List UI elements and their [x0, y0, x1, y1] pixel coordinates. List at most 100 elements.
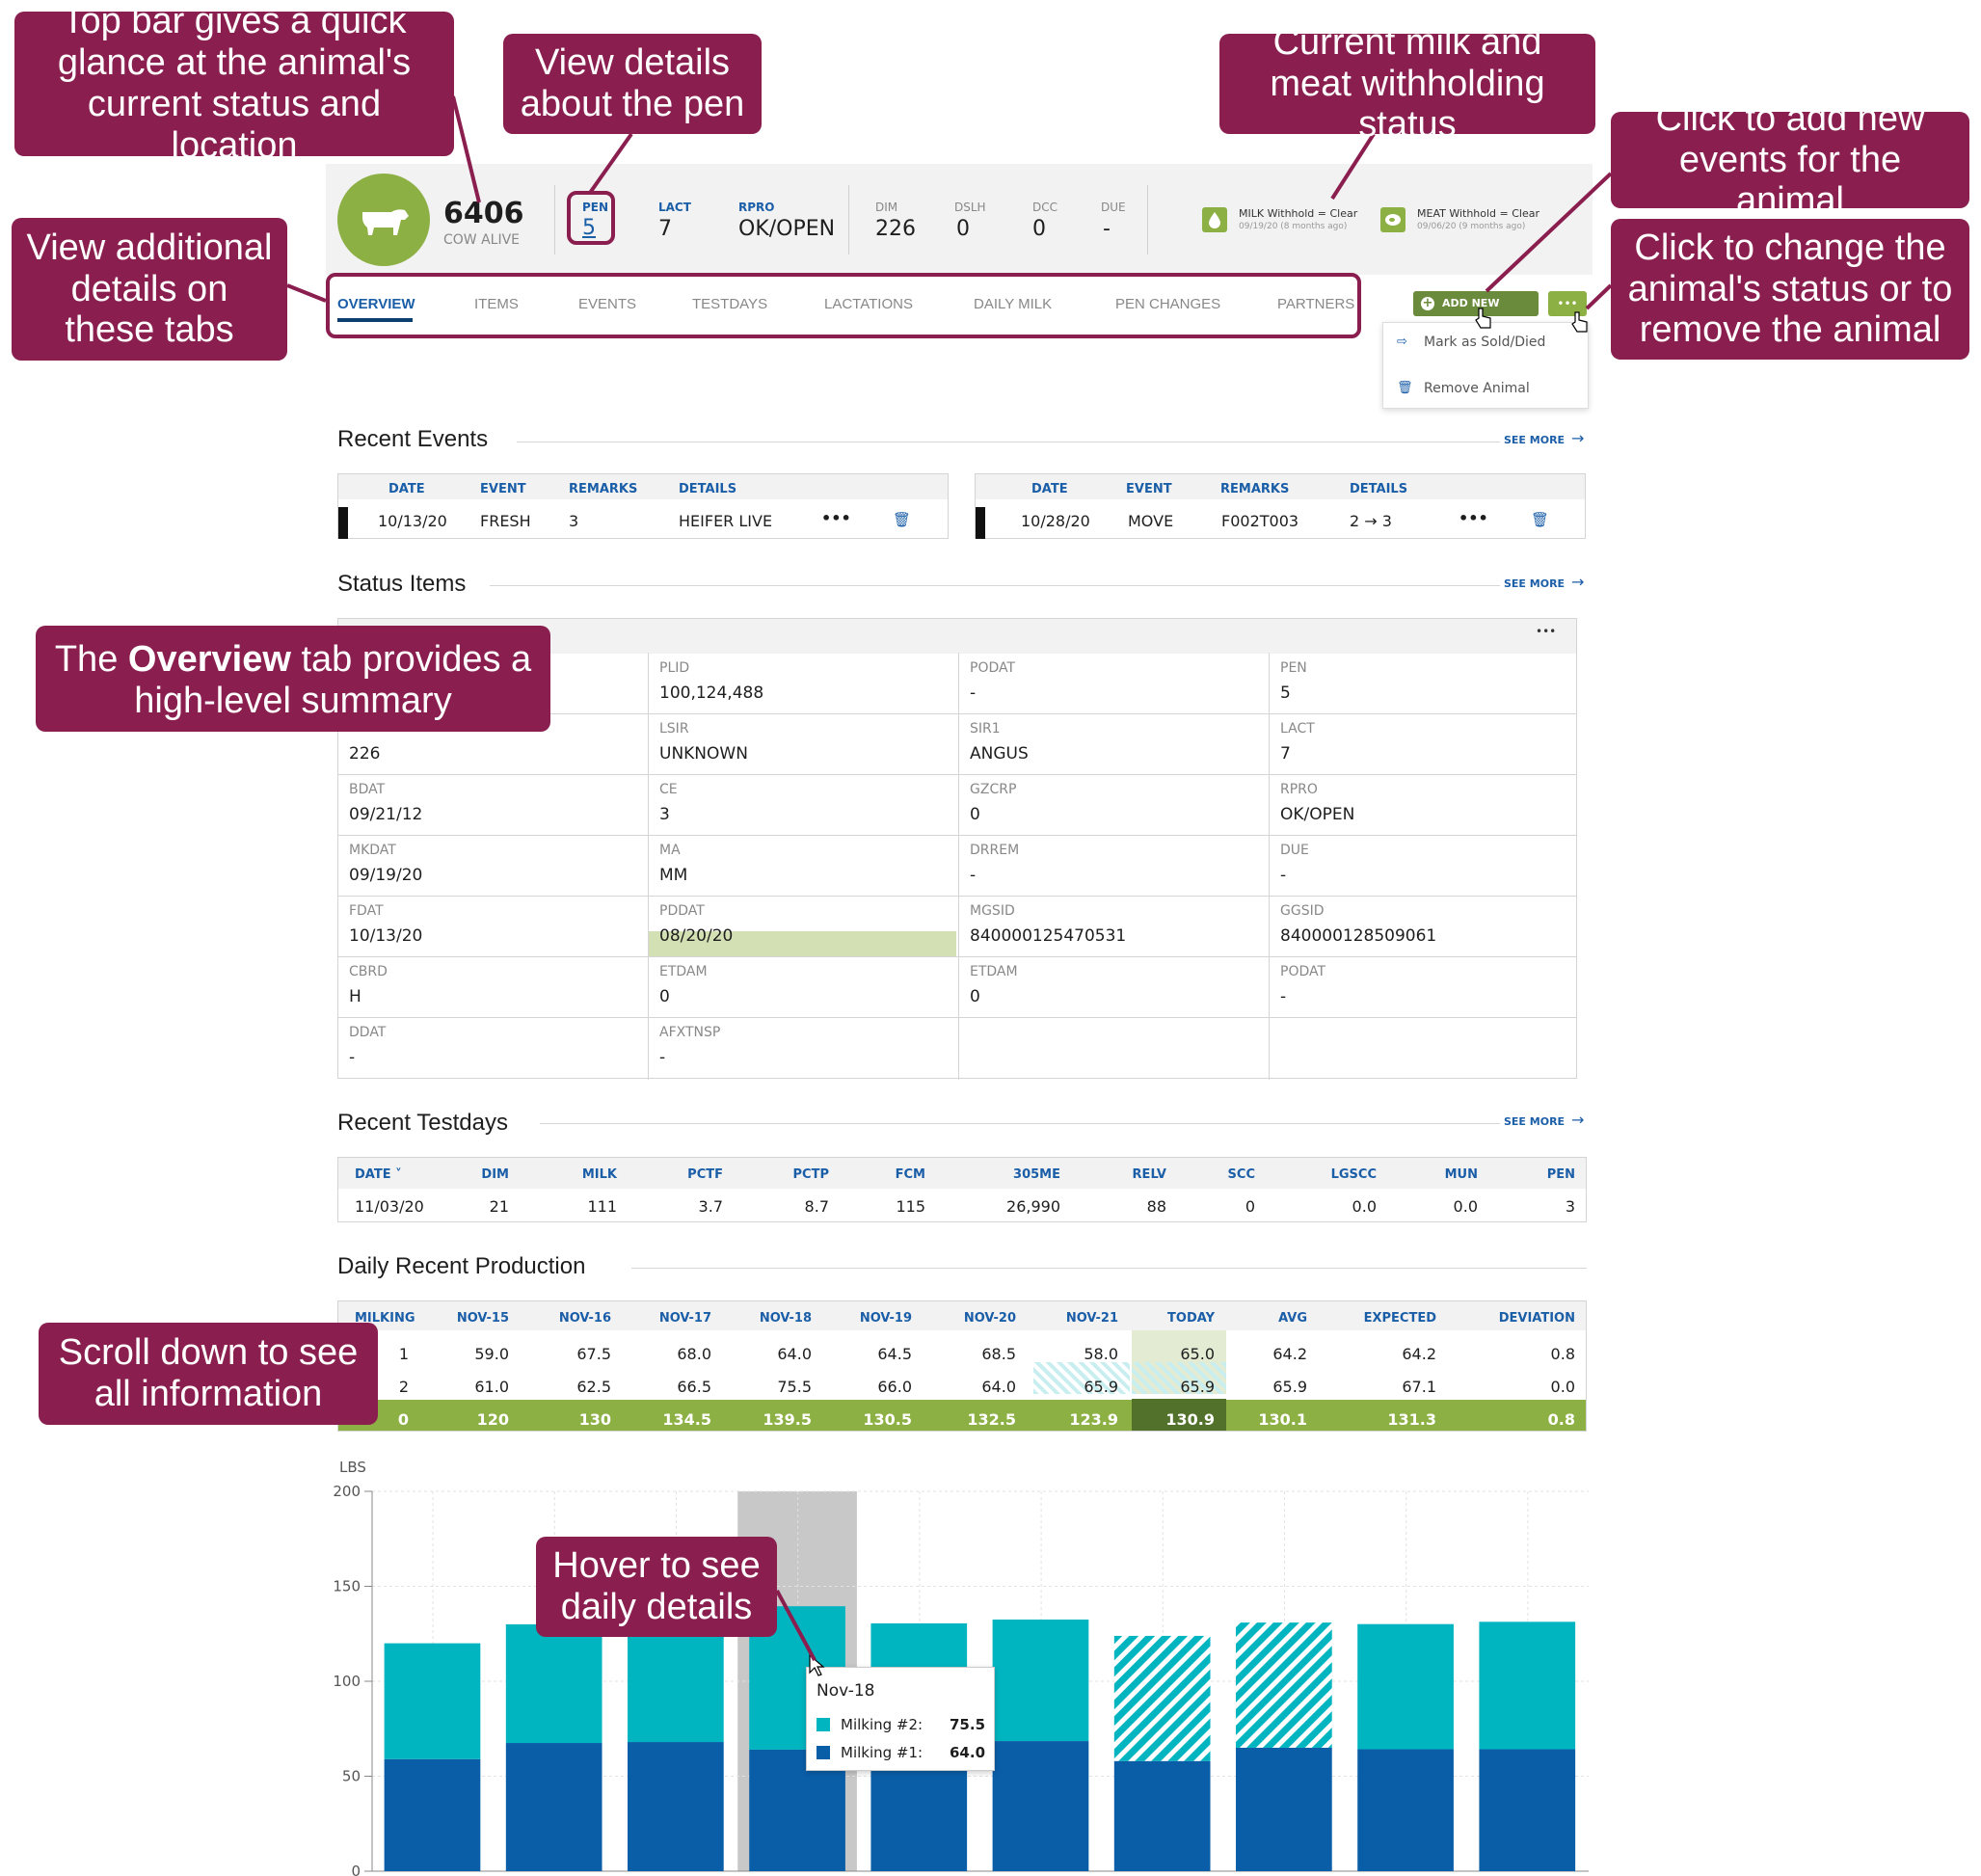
tab-partners[interactable]: PARTNERS [1277, 296, 1355, 312]
arrow-right-icon: → [1571, 429, 1585, 447]
testday-cell: 3.7 [698, 1197, 723, 1216]
status-item-label: MKDAT [349, 843, 396, 858]
meat-withhold-date: 09/06/20 (9 months ago) [1417, 222, 1526, 231]
bar-milking-1 [628, 1742, 724, 1871]
menu-item-mark-sold[interactable]: Mark as Sold/Died [1424, 335, 1546, 350]
event-date: 10/13/20 [378, 512, 447, 530]
event-details: HEIFER LIVE [679, 512, 773, 530]
milk-withhold-status: MILK Withhold = Clear [1239, 207, 1358, 220]
cow-icon [362, 209, 409, 235]
header-details: DETAILS [1350, 482, 1408, 496]
production-total-cell: 0.8 [1547, 1410, 1575, 1429]
meat-withhold-status: MEAT Withhold = Clear [1417, 207, 1540, 220]
status-item-label: DRREM [970, 843, 1020, 858]
status-item-value: - [970, 866, 977, 885]
production-header: AVG [1278, 1311, 1307, 1326]
production-cell: 65.9 [1084, 1378, 1118, 1396]
meat-icon [1380, 207, 1405, 232]
status-item-value: 3 [659, 805, 670, 824]
menu-item-remove-animal[interactable]: Remove Animal [1424, 381, 1530, 396]
callout-change-status: Click to change the animal's status or t… [1611, 219, 1969, 360]
y-tick-label: 0 [351, 1863, 361, 1876]
testday-cell: 111 [587, 1197, 617, 1216]
status-item-value: 0 [659, 987, 670, 1006]
production-cell: 68.5 [981, 1345, 1016, 1363]
status-item-label: CE [659, 782, 678, 797]
bar-milking-1 [1113, 1760, 1211, 1871]
pointer-cursor-icon-2 [1571, 311, 1588, 333]
lact-value: 7 [658, 217, 672, 241]
milk-drop-icon [1202, 207, 1227, 232]
tab-testdays[interactable]: TESTDAYS [692, 296, 768, 312]
dcc-label: DCC [1032, 201, 1057, 214]
status-items-see-more[interactable]: SEE MORE [1504, 577, 1566, 590]
testday-header: DIM [481, 1167, 509, 1182]
nov21-hatched [1033, 1362, 1130, 1394]
tooltip-value-1: 64.0 [950, 1744, 986, 1761]
production-header: NOV-16 [558, 1311, 611, 1326]
status-item-value: 100,124,488 [659, 683, 764, 703]
event-card-1 [337, 473, 949, 539]
lact-label: LACT [658, 201, 691, 214]
callout-tabs: View additional details on these tabs [12, 218, 287, 361]
status-item-label: ETDAM [970, 964, 1018, 979]
status-item-value: - [1280, 987, 1287, 1006]
daily-production-title: Daily Recent Production [337, 1253, 586, 1279]
testday-cell: 26,990 [1006, 1197, 1060, 1216]
header-remarks: REMARKS [1220, 482, 1290, 496]
trash-icon: 🗑 [1397, 381, 1413, 395]
production-total-cell: 0 [397, 1410, 409, 1429]
grid-vline [1269, 653, 1270, 1080]
bar-milking-2 [1479, 1621, 1576, 1750]
tab-items[interactable]: ITEMS [474, 296, 519, 312]
dslh-value: 0 [956, 217, 970, 241]
tab-lactations[interactable]: LACTATIONS [824, 296, 913, 312]
testday-header[interactable]: DATE ˅ [355, 1167, 402, 1182]
status-item-label: LACT [1280, 721, 1315, 737]
status-item-label: DUE [1280, 843, 1309, 858]
testday-cell: 0.0 [1352, 1197, 1377, 1216]
pen-label: PEN [582, 201, 609, 214]
more-actions-button[interactable]: ••• [1548, 291, 1587, 316]
testdays-see-more[interactable]: SEE MORE [1504, 1115, 1566, 1128]
status-item-value: H [349, 987, 361, 1006]
testday-cell: 0 [1245, 1197, 1255, 1216]
tab-pen-changes[interactable]: PEN CHANGES [1115, 296, 1221, 312]
production-table [337, 1300, 1587, 1432]
tab-daily-milk[interactable]: DAILY MILK [974, 296, 1053, 312]
event-more-button[interactable]: ••• [821, 509, 851, 527]
bar-milking-1 [384, 1758, 481, 1871]
delete-icon[interactable]: 🗑 [893, 511, 912, 528]
tab-overview[interactable]: OVERVIEW [337, 296, 415, 312]
arrow-right-icon: → [1571, 573, 1585, 591]
status-item-label: PEN [1280, 660, 1307, 676]
production-cell: 59.0 [474, 1345, 509, 1363]
status-item-label: MA [659, 843, 681, 858]
status-item-label: PLID [659, 660, 690, 676]
testday-header: LGSCC [1330, 1167, 1377, 1182]
bar-milking-1 [505, 1743, 602, 1871]
status-item-label: DDAT [349, 1025, 387, 1040]
status-items-more-button[interactable]: ••• [1536, 625, 1557, 638]
delete-icon[interactable]: 🗑 [1531, 511, 1550, 528]
grid-hline [337, 956, 1577, 957]
status-item-label: PDDAT [659, 903, 705, 919]
event-type: FRESH [480, 512, 531, 530]
testday-header: FCM [895, 1167, 925, 1182]
testday-header: PCTF [687, 1167, 723, 1182]
sold-died-icon: ⇨ [1397, 335, 1407, 349]
pen-link[interactable]: 5 [582, 216, 596, 240]
status-item-value: - [970, 683, 977, 703]
testday-cell: 0.0 [1453, 1197, 1478, 1216]
production-cell: 1 [398, 1345, 409, 1363]
production-cell: 67.5 [576, 1345, 611, 1363]
recent-testdays-title: Recent Testdays [337, 1110, 508, 1136]
testday-header: MUN [1444, 1167, 1478, 1182]
tab-events[interactable]: EVENTS [578, 296, 637, 312]
recent-events-see-more[interactable]: SEE MORE [1504, 434, 1566, 446]
event-more-button[interactable]: ••• [1459, 509, 1488, 527]
due-label: DUE [1101, 201, 1126, 214]
production-cell: 64.5 [877, 1345, 912, 1363]
dim-value: 226 [875, 217, 916, 241]
